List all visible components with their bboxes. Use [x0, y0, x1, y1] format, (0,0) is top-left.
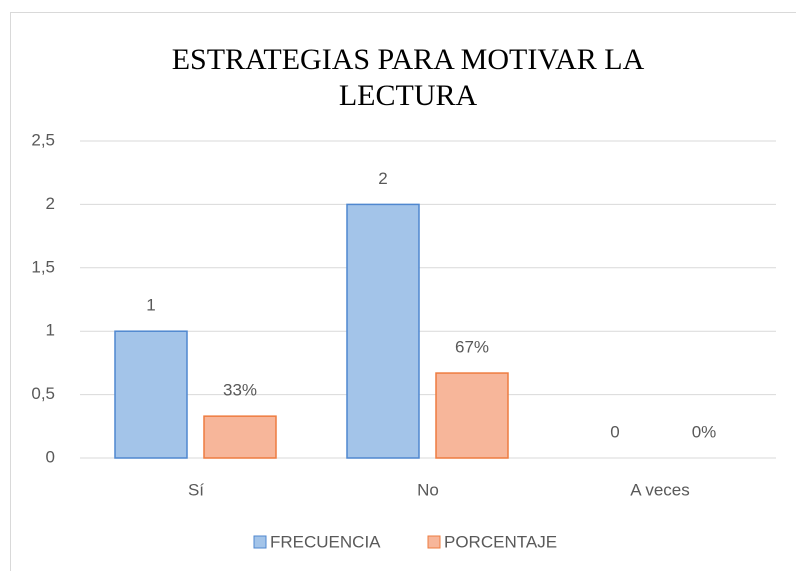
y-tick-label: 0,5 [31, 384, 55, 403]
legend-label: FRECUENCIA [270, 532, 381, 551]
bar [435, 372, 509, 459]
data-label: 67% [455, 338, 489, 357]
data-label: 0 [610, 422, 619, 441]
legend-label: PORCENTAJE [444, 532, 557, 551]
legend-swatch [253, 535, 267, 549]
data-label: 2 [378, 169, 387, 188]
bar [114, 330, 188, 459]
data-label: 0% [692, 422, 717, 441]
data-label: 1 [146, 296, 155, 315]
y-tick-label: 2 [46, 194, 55, 213]
legend-swatch [427, 535, 441, 549]
chart-title: ESTRATEGIAS PARA MOTIVAR LA LECTURA [171, 43, 645, 112]
bar [346, 203, 420, 459]
x-tick-label: Sí [188, 480, 204, 499]
y-tick-label: 0 [46, 447, 55, 466]
x-tick-label: A veces [630, 480, 690, 499]
y-tick-label: 2,5 [31, 130, 55, 149]
data-label: 33% [223, 381, 257, 400]
y-tick-label: 1,5 [31, 257, 55, 276]
bar [203, 415, 277, 459]
x-tick-label: No [417, 480, 439, 499]
y-tick-label: 1 [46, 321, 55, 340]
